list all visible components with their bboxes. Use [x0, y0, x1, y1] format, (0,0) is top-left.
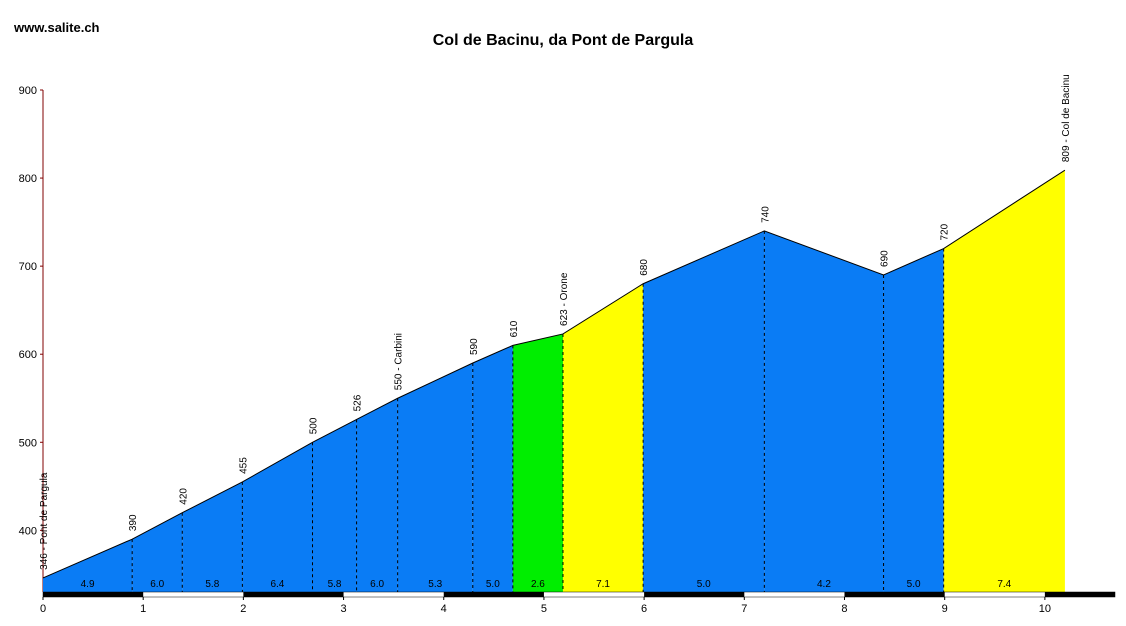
- segment-area: [43, 539, 133, 592]
- point-label: 623 - Orone: [559, 272, 570, 326]
- point-label: 526: [353, 394, 364, 411]
- segment-area: [312, 419, 357, 592]
- gradient-label: 5.8: [205, 579, 219, 590]
- point-label: 680: [639, 259, 650, 276]
- x-tick-label: 1: [140, 603, 146, 615]
- gradient-label: 6.4: [270, 579, 284, 590]
- point-label: 809 - Col de Bacinu: [1061, 74, 1072, 162]
- segment-area: [242, 442, 313, 592]
- gradient-label: 5.8: [328, 579, 342, 590]
- x-tick-label: 10: [1039, 603, 1051, 615]
- x-tick-label: 5: [541, 603, 547, 615]
- gradient-label: 5.3: [428, 579, 442, 590]
- point-label: 690: [880, 250, 891, 267]
- segment-area: [643, 230, 765, 592]
- y-tick-label: 800: [19, 173, 37, 185]
- km-bar: [844, 592, 945, 597]
- y-tick-label: 900: [19, 85, 37, 97]
- km-bar-frame: [42, 591, 1116, 598]
- gradient-label: 7.1: [596, 579, 610, 590]
- gradient-label: 6.0: [370, 579, 384, 590]
- x-tick-label: 9: [942, 603, 948, 615]
- km-bar: [243, 592, 344, 597]
- point-label: 720: [940, 223, 951, 240]
- segment-area: [883, 248, 944, 593]
- y-tick-label: 600: [19, 349, 37, 361]
- segment-area: [397, 363, 473, 592]
- point-label: 390: [128, 514, 139, 531]
- gradient-label: 4.9: [81, 579, 95, 590]
- point-label: 420: [178, 488, 189, 505]
- point-label: 550 - Carbini: [394, 333, 405, 390]
- x-tick-label: 3: [340, 603, 346, 615]
- x-tick-label: 4: [441, 603, 447, 615]
- km-bar: [43, 592, 144, 597]
- chart-title: Col de Bacinu, da Pont de Pargula: [433, 32, 694, 49]
- point-label: 740: [760, 206, 771, 223]
- gradient-label: 7.4: [997, 579, 1011, 590]
- x-tick-label: 2: [240, 603, 246, 615]
- y-tick-label: 400: [19, 525, 37, 537]
- gradient-label: 4.2: [817, 579, 831, 590]
- segment-area: [943, 170, 1065, 592]
- segment-area: [182, 481, 243, 592]
- x-tick-label: 0: [40, 603, 46, 615]
- source: www.salite.ch: [13, 20, 100, 35]
- segment-area: [512, 333, 563, 592]
- gradient-label: 2.6: [531, 579, 545, 590]
- gradient-label: 6.0: [150, 579, 164, 590]
- y-tick-label: 500: [19, 437, 37, 449]
- x-tick-label: 8: [841, 603, 847, 615]
- point-label: 455: [238, 457, 249, 474]
- point-label: 346 - Pont de Pargula: [39, 472, 50, 570]
- segment-area: [132, 512, 183, 592]
- point-label: 610: [509, 320, 520, 337]
- km-bar: [644, 592, 745, 597]
- segment-area: [764, 230, 884, 592]
- x-tick-label: 7: [741, 603, 747, 615]
- gradient-label: 5.0: [907, 579, 921, 590]
- point-label: 500: [309, 417, 320, 434]
- km-bar: [1044, 592, 1115, 597]
- km-bar: [443, 592, 544, 597]
- y-tick-label: 700: [19, 261, 37, 273]
- segment-area: [472, 345, 513, 592]
- gradient-label: 5.0: [697, 579, 711, 590]
- segment-area: [562, 283, 644, 592]
- point-label: 590: [469, 338, 480, 355]
- segment-area: [356, 398, 398, 592]
- x-tick-label: 6: [641, 603, 647, 615]
- gradient-label: 5.0: [486, 579, 500, 590]
